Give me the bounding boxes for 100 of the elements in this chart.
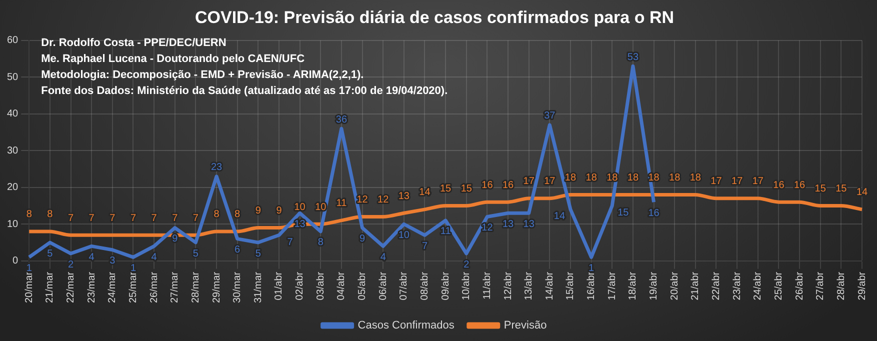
annotation: Me. Raphael Lucena - Doutorando pelo CAEN/UFC (41, 52, 305, 65)
x-tick-label: 19/abr (648, 271, 660, 300)
x-tick-label: 31/mar (252, 271, 264, 303)
data-label: 15 (814, 184, 826, 195)
data-label: 14 (856, 187, 868, 198)
x-tick-label: 21/abr (690, 271, 702, 300)
x-tick-label: 15/abr (565, 271, 576, 300)
x-tick-label: 05/abr (357, 271, 368, 300)
legend-label: Casos Confirmados (358, 320, 455, 332)
data-label: 7 (130, 212, 136, 224)
y-tick-label: 20 (7, 182, 19, 194)
data-label: 5 (47, 248, 54, 260)
x-tick-label: 24/abr (752, 271, 764, 300)
data-label: 9 (276, 206, 282, 217)
data-label: 16 (773, 180, 785, 191)
x-tick-label: 25/abr (773, 271, 784, 300)
y-tick-label: 40 (7, 108, 19, 120)
x-tick-label: 29/abr (856, 271, 868, 300)
data-label: 7 (192, 212, 199, 224)
x-tick-label: 22/abr (710, 271, 722, 300)
data-label: 3 (110, 256, 116, 267)
data-label: 18 (627, 172, 639, 184)
x-tick-label: 07/abr (398, 271, 410, 300)
annotation: Fonte dos Dados: Ministério da Saúde (atualizado até as 17:00 de 19/04/2020). (41, 84, 448, 97)
data-label: 1 (588, 262, 595, 274)
data-label: 11 (336, 198, 348, 210)
data-label: 7 (287, 236, 294, 248)
x-tick-label: 29/mar (211, 271, 222, 303)
x-tick-label: 03/abr (315, 271, 326, 300)
x-tick-label: 27/abr (815, 271, 826, 300)
data-label: 9 (359, 234, 366, 245)
data-label: 2 (464, 259, 470, 270)
data-label: 18 (586, 172, 598, 184)
x-tick-label: 20/mar (24, 271, 35, 303)
data-label: 4 (380, 252, 386, 263)
data-label: 5 (255, 248, 262, 260)
data-label: 15 (618, 208, 630, 219)
x-tick-label: 28/abr (836, 271, 847, 300)
data-label: 17 (752, 176, 764, 188)
x-tick-label: 06/abr (378, 271, 389, 300)
x-tick-label: 26/mar (148, 271, 160, 303)
data-label: 17 (732, 176, 744, 188)
x-tick-label: 08/abr (419, 271, 430, 300)
x-tick-label: 10/abr (461, 271, 472, 300)
chart-title: COVID-19: Previsão diária de casos confirmados para o RN (195, 8, 674, 27)
data-label: 7 (151, 212, 158, 224)
x-tick-label: 25/mar (128, 271, 139, 303)
data-label: 10 (398, 230, 410, 241)
y-tick-label: 30 (7, 145, 19, 156)
data-label: 17 (523, 176, 535, 188)
data-label: 8 (26, 209, 32, 220)
data-label: 37 (544, 110, 556, 122)
data-label: 7 (422, 240, 428, 252)
x-tick-label: 01/abr (274, 271, 285, 300)
data-label: 9 (172, 234, 178, 245)
data-label: 18 (669, 172, 681, 184)
data-label: 14 (419, 187, 431, 198)
data-label: 15 (460, 184, 472, 195)
data-label: 12 (482, 222, 494, 234)
data-label: 17 (544, 176, 556, 188)
x-tick-label: 23/abr (732, 271, 743, 300)
data-label: 15 (440, 184, 452, 195)
data-label: 8 (234, 209, 241, 220)
data-label: 15 (836, 184, 848, 195)
data-label: 1 (130, 262, 136, 274)
data-label: 16 (502, 180, 514, 191)
y-tick-label: 0 (12, 256, 19, 267)
x-tick-label: 14/abr (544, 271, 556, 300)
y-tick-label: 50 (7, 72, 19, 83)
x-tick-label: 11/abr (482, 271, 493, 300)
data-label: 8 (214, 209, 220, 220)
x-tick-label: 28/mar (190, 271, 202, 303)
data-label: 2 (68, 259, 74, 270)
data-label: 17 (710, 176, 722, 188)
legend-label: Previsão (504, 320, 547, 332)
x-tick-label: 21/mar (44, 271, 56, 303)
data-label: 7 (68, 212, 74, 224)
data-label: 16 (648, 208, 660, 219)
x-tick-label: 20/abr (669, 271, 680, 300)
data-label: 12 (378, 194, 390, 206)
data-label: 36 (336, 114, 348, 126)
x-tick-label: 18/abr (628, 271, 639, 300)
y-tick-label: 10 (7, 218, 19, 230)
data-label: 11 (440, 226, 452, 238)
data-label: 1 (26, 262, 32, 274)
data-label: 5 (192, 248, 199, 260)
x-tick-label: 13/abr (524, 271, 535, 300)
data-label: 23 (210, 162, 223, 174)
data-label: 18 (564, 172, 576, 184)
x-tick-label: 22/mar (66, 271, 77, 303)
data-label: 6 (234, 244, 241, 256)
data-label: 13 (398, 190, 410, 202)
data-label: 13 (523, 218, 535, 230)
data-label: 10 (294, 202, 306, 213)
x-tick-label: 27/mar (170, 271, 181, 303)
x-tick-label: 02/abr (294, 271, 306, 300)
x-tick-label: 23/mar (86, 271, 98, 303)
x-tick-label: 30/mar (232, 271, 244, 303)
data-label: 53 (627, 52, 639, 63)
x-tick-label: 24/mar (107, 271, 118, 303)
